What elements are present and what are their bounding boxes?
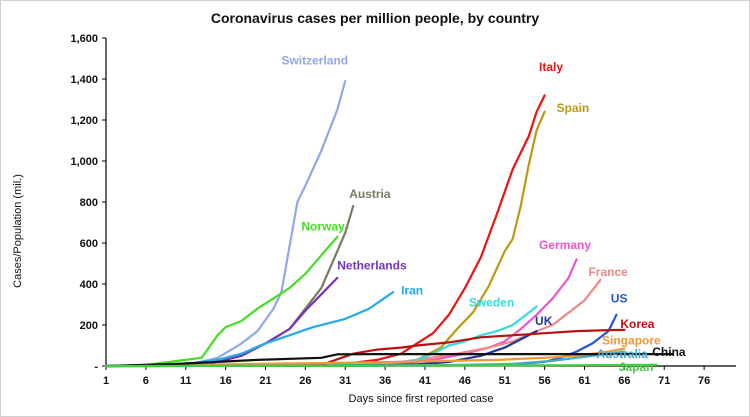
y-tick-label: 600 xyxy=(80,238,98,250)
x-tick-label: 66 xyxy=(618,375,630,387)
series-label-italy: Italy xyxy=(539,60,563,74)
series-line-norway xyxy=(104,235,339,368)
x-tick-label: 41 xyxy=(419,375,431,387)
y-tick-label: 400 xyxy=(80,279,98,291)
series-line-china xyxy=(104,353,674,368)
series-label-norway: Norway xyxy=(301,220,345,234)
series-label-iran: Iran xyxy=(401,283,423,297)
series-label-switzerland: Switzerland xyxy=(281,54,348,68)
x-tick-label: 11 xyxy=(180,375,192,387)
x-tick-label: 31 xyxy=(339,375,351,387)
chart-title: Coronavirus cases per million people, by… xyxy=(211,10,540,26)
x-tick-label: 36 xyxy=(379,375,391,387)
series-label-singapore: Singapore xyxy=(602,333,661,347)
series-label-japan: Japan xyxy=(619,360,654,374)
series-label-australia: Australia xyxy=(596,347,648,361)
series-label-spain: Spain xyxy=(557,101,590,115)
series-label-germany: Germany xyxy=(539,238,591,252)
y-tick-label: 200 xyxy=(80,320,98,332)
series-line-netherlands xyxy=(104,276,339,368)
series-label-netherlands: Netherlands xyxy=(337,259,407,273)
x-tick-label: 6 xyxy=(143,375,149,387)
y-tick-label: 1,000 xyxy=(70,156,98,168)
x-tick-label: 71 xyxy=(658,375,670,387)
x-tick-label: 21 xyxy=(259,375,271,387)
series-label-us: US xyxy=(611,291,628,305)
x-tick-label: 16 xyxy=(219,375,231,387)
x-tick-label: 1 xyxy=(103,375,109,387)
series-line-spain xyxy=(104,110,546,368)
series-label-france: France xyxy=(588,265,628,279)
series-labels: Switzerland Austria Norway Netherlands Iran I… xyxy=(281,54,685,374)
y-tick-label: 1,200 xyxy=(70,115,98,127)
series-label-china: China xyxy=(652,345,686,359)
y-tick-label: 1,600 xyxy=(70,33,98,45)
series-label-sweden: Sweden xyxy=(469,296,514,310)
x-tick-label: 61 xyxy=(578,375,590,387)
series-line-germany xyxy=(104,258,578,368)
x-tick-label: 46 xyxy=(459,375,471,387)
series-lines xyxy=(104,80,674,368)
x-tick-label: 56 xyxy=(538,375,550,387)
x-axis-label: Days since first reported case xyxy=(349,393,494,405)
y-tick-label: 1,400 xyxy=(70,74,98,86)
x-tick-label: 76 xyxy=(698,375,710,387)
y-tick-label: - xyxy=(94,361,98,373)
series-line-japan xyxy=(104,363,658,368)
y-tick-label: 800 xyxy=(80,197,98,209)
y-axis-label: Cases/Population (mil.) xyxy=(12,174,24,288)
x-tick-label: 51 xyxy=(499,375,511,387)
series-label-korea: Korea xyxy=(620,317,654,331)
x-tick-label: 26 xyxy=(299,375,311,387)
series-label-uk: UK xyxy=(535,314,553,328)
series-label-austria: Austria xyxy=(349,187,391,201)
